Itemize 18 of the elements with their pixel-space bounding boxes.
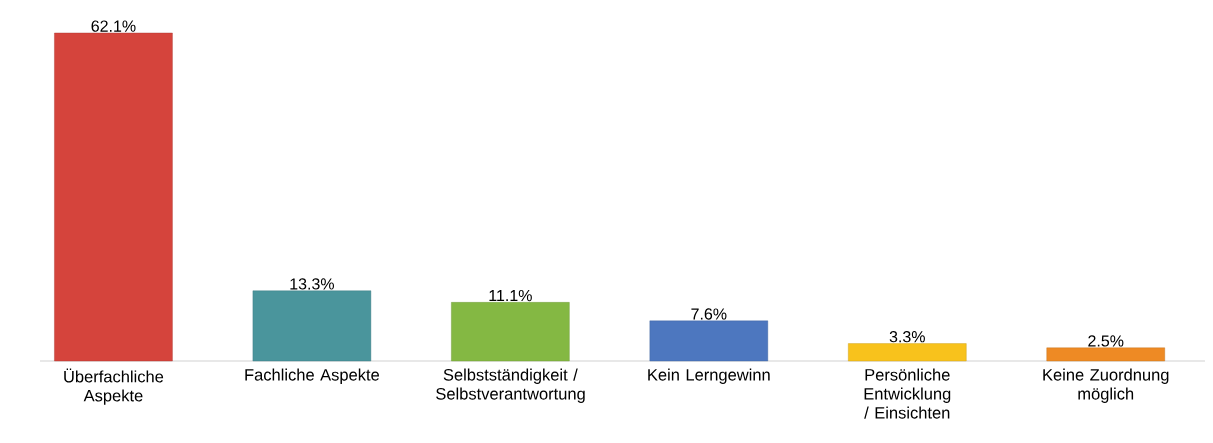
bar <box>649 320 769 362</box>
x-tick-label: Selbstständigkeit / Selbstverantwortung <box>436 368 585 403</box>
bar <box>848 343 967 362</box>
bar <box>252 290 372 362</box>
x-tick-label: Fachliche Aspekte <box>245 368 379 384</box>
data-label: 11.1% <box>489 289 532 302</box>
bar <box>54 32 173 362</box>
bar <box>1046 347 1165 362</box>
x-tick-label: Keine Zuordnung möglich <box>1043 368 1169 403</box>
x-tick-label: Überfachliche Aspekte <box>64 368 164 405</box>
x-tick-label: Kein Lerngewinn <box>648 368 770 384</box>
data-label: 13.3% <box>290 278 334 290</box>
data-label: 7.6% <box>691 308 727 320</box>
bar <box>451 302 570 362</box>
data-label: 62.1% <box>91 20 136 32</box>
x-tick-label: Persönliche Entwicklung / Einsichten <box>864 368 951 419</box>
data-label: 3.3% <box>889 331 925 343</box>
data-label: 2.5% <box>1088 335 1124 347</box>
